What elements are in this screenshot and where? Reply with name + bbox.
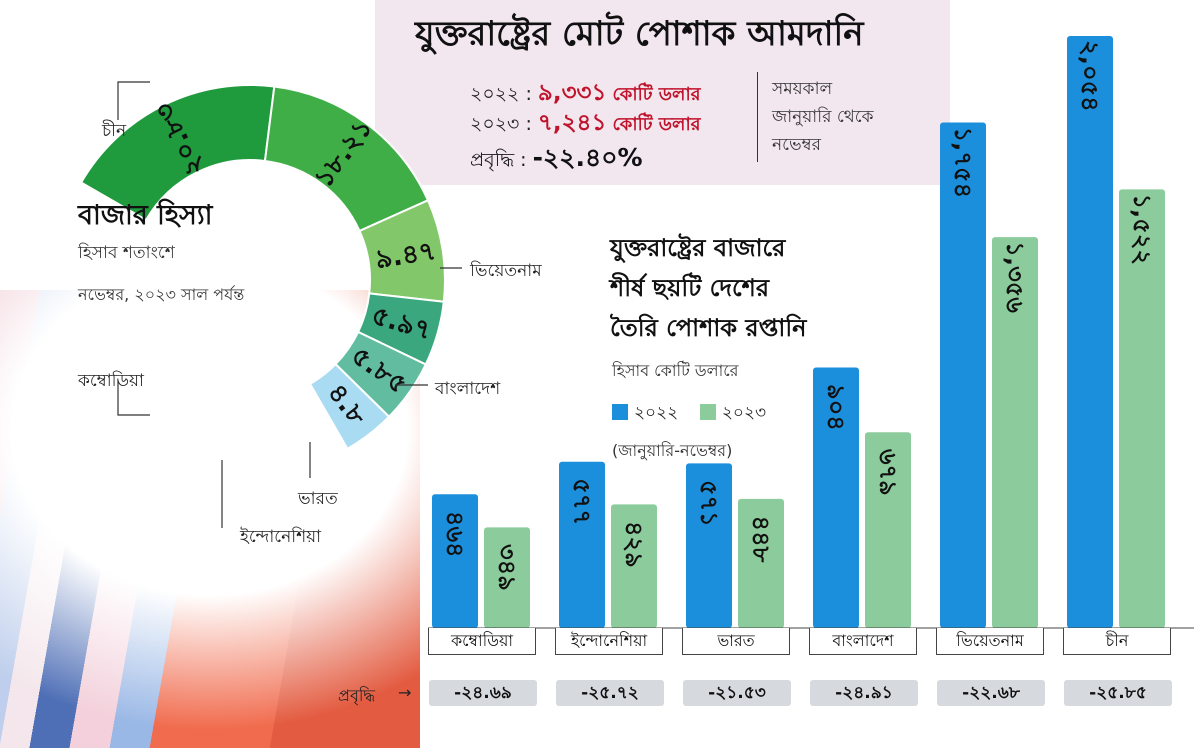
bar-value-label: ১,৫২২ — [1128, 194, 1156, 265]
share-subtitle: হিসাব শতাংশে — [78, 243, 175, 263]
category-label: ভারত — [682, 628, 790, 655]
bar-value-label: ৪২৯ — [620, 521, 648, 568]
bar-২০২২ — [813, 367, 859, 628]
pie-country-label: চীন — [102, 121, 127, 141]
import-year: ২০২২ : — [470, 83, 532, 105]
growth-value-box: -২২.৬৮ — [937, 680, 1045, 706]
growth-label: প্রবৃদ্ধি : — [470, 149, 527, 171]
donut-slice — [308, 362, 391, 451]
total-growth-row: প্রবৃদ্ধি : -২২.৪০% — [470, 138, 643, 181]
bar-value-label: ২,০৫৪ — [1076, 40, 1104, 111]
legend-label: ২০২৩ — [721, 403, 767, 423]
period-line: সময়কাল — [772, 79, 833, 99]
bar-value-label: ৫৭৭ — [568, 478, 596, 525]
share-note: নভেম্বর, ২০২৩ সাল পর্যন্ত — [78, 285, 245, 304]
bar-chart-title: যুক্তরাষ্ট্রের বাজারে শীর্ষ ছয়টি দেশের … — [610, 228, 807, 348]
legend-swatch-2023 — [699, 404, 716, 420]
import-unit: কোটি ডলার — [612, 114, 701, 135]
category-label: ইন্দোনেশিয়া — [555, 628, 663, 655]
import-value: ৭,২৪১ — [537, 110, 607, 136]
import-row-2023: ২০২৩ : ৭,২৪১ কোটি ডলার — [470, 104, 701, 143]
legend: ২০২২ ২০২৩ — [612, 400, 766, 428]
category-label: বাংলাদেশ — [809, 628, 917, 655]
pie-country-label: ভারত — [298, 489, 338, 509]
growth-row-label: প্রবৃদ্ধি — [338, 686, 376, 705]
bar-২০২৩ — [865, 432, 911, 628]
growth-value-box: -২৪.৯১ — [810, 680, 918, 706]
growth-value: -২২.৪০% — [532, 143, 643, 172]
header-divider — [757, 72, 758, 162]
bar-value-label: ৩৪৯ — [493, 544, 521, 591]
import-unit: কোটি ডলার — [612, 84, 701, 105]
bar-value-label: ৬৭৯ — [874, 449, 902, 496]
growth-value-box: -২১.৫৩ — [683, 680, 791, 706]
bar-২০২২ — [432, 494, 478, 628]
bar-২০২৩ — [484, 527, 530, 628]
bar-title-line: শীর্ষ ছয়টি দেশের — [610, 274, 770, 302]
legend-swatch-2022 — [612, 404, 628, 420]
import-year: ২০২৩ : — [470, 113, 532, 135]
pie-country-label: ভিয়েতনাম — [470, 261, 542, 281]
bar-২০২৩ — [738, 498, 784, 628]
header-box — [375, 0, 950, 185]
growth-value-box: -২৪.৬৯ — [429, 680, 537, 706]
bar-২০২৩ — [1119, 189, 1165, 628]
bar-২০২৩ — [611, 504, 657, 628]
leader-line — [117, 81, 150, 120]
period-line: নভেম্বর — [772, 135, 822, 155]
bar-২০২২ — [559, 461, 605, 628]
pie-country-label: বাংলাদেশ — [435, 379, 501, 399]
bar-value-label: ৯০৪ — [822, 384, 850, 431]
leader-line — [117, 380, 150, 416]
bar-value-label: ৫৭১ — [695, 480, 723, 527]
pie-country-label: ইন্দোনেশিয়া — [240, 527, 322, 547]
bar-২০২২ — [940, 122, 986, 629]
bar-value-label: ৪৪৮ — [747, 516, 775, 563]
category-label: চীন — [1063, 628, 1171, 655]
category-label: ভিয়েতনাম — [936, 628, 1044, 655]
bar-value-label: ৪৬৪ — [441, 511, 469, 558]
bar-unit-note: হিসাব কোটি ডলারে — [612, 361, 739, 380]
bar-২০২২ — [1067, 36, 1113, 628]
page-title: যুক্তরাষ্ট্রের মোট পোশাক আমদানি — [415, 14, 864, 54]
bar-২০২৩ — [992, 237, 1038, 628]
pie-country-label: কম্বোডিয়া — [78, 371, 144, 391]
period-line: জানুয়ারি থেকে — [772, 107, 874, 127]
bar-value-label: ১,৩৫৬ — [1001, 241, 1029, 313]
growth-value-box: -২৫.৭২ — [556, 680, 664, 706]
growth-value-box: -২৫.৮৫ — [1064, 680, 1172, 706]
legend-label: ২০২২ — [634, 403, 679, 423]
bar-title-line: তৈরি পোশাক রপ্তানি — [610, 314, 807, 342]
import-row-2022: ২০২২ : ৯,৩৩১ কোটি ডলার — [470, 74, 701, 113]
arrow-right-icon: → — [398, 683, 412, 702]
bar-value-label: ১,৭৫৪ — [949, 127, 977, 198]
share-title: বাজার হিস্যা — [78, 200, 213, 231]
bar-period: (জানুয়ারি-নভেম্বর) — [612, 441, 733, 460]
bar-title-line: যুক্তরাষ্ট্রের বাজারে — [610, 234, 786, 262]
bar-২০২২ — [686, 463, 732, 628]
category-label: কম্বোডিয়া — [428, 628, 536, 655]
import-value: ৯,৩৩১ — [537, 80, 607, 106]
